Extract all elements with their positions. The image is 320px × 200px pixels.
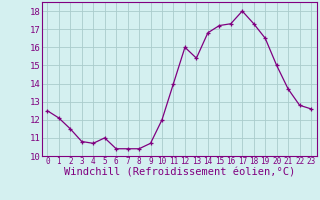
X-axis label: Windchill (Refroidissement éolien,°C): Windchill (Refroidissement éolien,°C)	[64, 168, 295, 178]
